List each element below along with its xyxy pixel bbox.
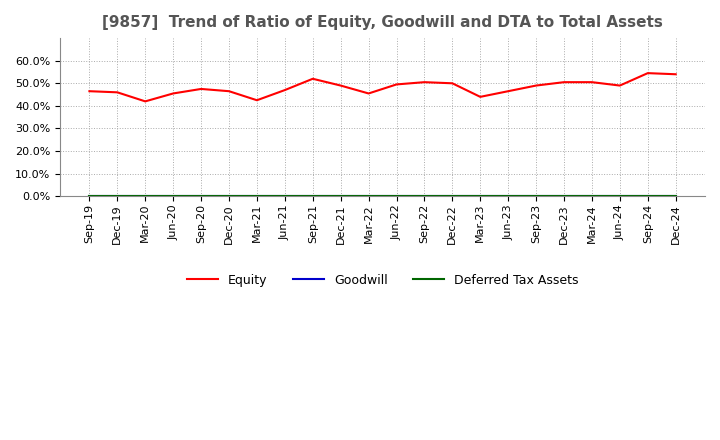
- Goodwill: [504, 194, 513, 199]
- Equity: [364, 91, 373, 96]
- Deferred Tax Assets: [308, 194, 317, 199]
- Goodwill: [364, 194, 373, 199]
- Equity: [225, 88, 233, 94]
- Equity: [253, 98, 261, 103]
- Equity: [420, 80, 428, 85]
- Equity: [197, 86, 205, 92]
- Deferred Tax Assets: [281, 194, 289, 199]
- Equity: [476, 94, 485, 99]
- Goodwill: [532, 194, 541, 199]
- Equity: [85, 88, 94, 94]
- Deferred Tax Assets: [113, 194, 122, 199]
- Goodwill: [169, 194, 178, 199]
- Equity: [336, 83, 345, 88]
- Deferred Tax Assets: [532, 194, 541, 199]
- Equity: [169, 91, 178, 96]
- Deferred Tax Assets: [197, 194, 205, 199]
- Equity: [559, 80, 568, 85]
- Equity: [644, 70, 652, 76]
- Goodwill: [420, 194, 428, 199]
- Deferred Tax Assets: [141, 194, 150, 199]
- Equity: [504, 88, 513, 94]
- Goodwill: [308, 194, 317, 199]
- Goodwill: [671, 194, 680, 199]
- Title: [9857]  Trend of Ratio of Equity, Goodwill and DTA to Total Assets: [9857] Trend of Ratio of Equity, Goodwil…: [102, 15, 663, 30]
- Goodwill: [392, 194, 401, 199]
- Goodwill: [225, 194, 233, 199]
- Deferred Tax Assets: [504, 194, 513, 199]
- Goodwill: [448, 194, 456, 199]
- Legend: Equity, Goodwill, Deferred Tax Assets: Equity, Goodwill, Deferred Tax Assets: [181, 269, 583, 292]
- Deferred Tax Assets: [336, 194, 345, 199]
- Deferred Tax Assets: [671, 194, 680, 199]
- Equity: [141, 99, 150, 104]
- Goodwill: [113, 194, 122, 199]
- Goodwill: [588, 194, 596, 199]
- Deferred Tax Assets: [420, 194, 428, 199]
- Deferred Tax Assets: [448, 194, 456, 199]
- Goodwill: [476, 194, 485, 199]
- Equity: [308, 76, 317, 81]
- Deferred Tax Assets: [364, 194, 373, 199]
- Equity: [448, 81, 456, 86]
- Equity: [588, 80, 596, 85]
- Equity: [532, 83, 541, 88]
- Deferred Tax Assets: [644, 194, 652, 199]
- Goodwill: [141, 194, 150, 199]
- Deferred Tax Assets: [616, 194, 624, 199]
- Deferred Tax Assets: [588, 194, 596, 199]
- Equity: [616, 83, 624, 88]
- Deferred Tax Assets: [476, 194, 485, 199]
- Goodwill: [616, 194, 624, 199]
- Deferred Tax Assets: [225, 194, 233, 199]
- Deferred Tax Assets: [85, 194, 94, 199]
- Equity: [113, 90, 122, 95]
- Goodwill: [644, 194, 652, 199]
- Goodwill: [197, 194, 205, 199]
- Goodwill: [336, 194, 345, 199]
- Goodwill: [559, 194, 568, 199]
- Deferred Tax Assets: [253, 194, 261, 199]
- Goodwill: [253, 194, 261, 199]
- Line: Equity: Equity: [89, 73, 675, 101]
- Deferred Tax Assets: [169, 194, 178, 199]
- Goodwill: [85, 194, 94, 199]
- Deferred Tax Assets: [392, 194, 401, 199]
- Equity: [392, 82, 401, 87]
- Goodwill: [281, 194, 289, 199]
- Deferred Tax Assets: [559, 194, 568, 199]
- Equity: [671, 72, 680, 77]
- Equity: [281, 88, 289, 93]
